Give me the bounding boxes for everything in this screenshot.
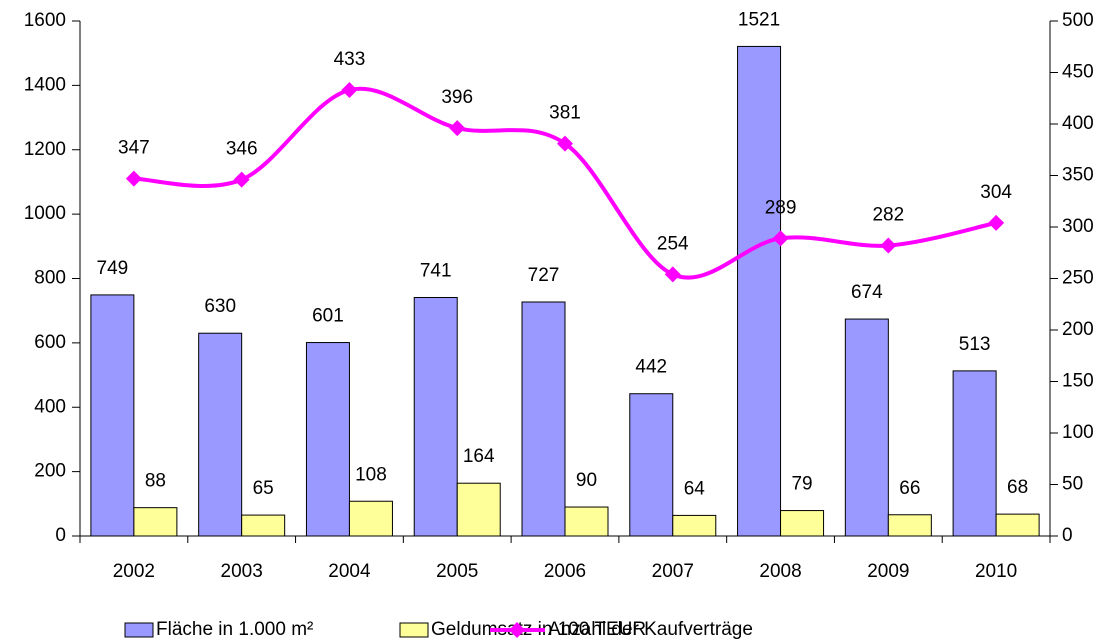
marker [664, 266, 681, 283]
marker [233, 171, 250, 188]
data-label: 254 [657, 233, 689, 254]
marker [125, 170, 142, 187]
bar [241, 514, 286, 537]
data-label: 727 [528, 265, 560, 286]
y-tick-label: 1200 [24, 139, 66, 160]
y2-tick-label: 50 [1062, 474, 1083, 495]
data-label: 304 [980, 182, 1012, 203]
x-tick-label: 2003 [221, 561, 263, 582]
data-label: 1521 [738, 9, 780, 30]
data-label: 346 [226, 139, 258, 160]
data-label: 601 [312, 306, 344, 327]
bar [952, 370, 997, 537]
y2-tick-label: 150 [1062, 371, 1094, 392]
data-label: 79 [791, 474, 812, 495]
y2-tick-label: 200 [1062, 319, 1094, 340]
bar [564, 506, 609, 537]
y-tick-label: 400 [34, 396, 66, 417]
data-label: 64 [684, 478, 706, 499]
y-tick-label: 1400 [24, 74, 66, 95]
bar [737, 45, 782, 537]
y-tick-label: 1000 [24, 203, 66, 224]
data-label: 347 [118, 138, 150, 159]
x-tick-label: 2008 [759, 561, 801, 582]
bar [844, 318, 889, 537]
marker [449, 120, 466, 137]
bar [198, 332, 243, 537]
legend-marker [509, 622, 525, 638]
data-label: 741 [420, 261, 452, 282]
bar [90, 294, 135, 537]
x-tick-label: 2010 [975, 561, 1017, 582]
data-label: 65 [253, 478, 274, 499]
y2-tick-label: 350 [1062, 165, 1094, 186]
y2-tick-label: 450 [1062, 62, 1094, 83]
y2-tick-label: 400 [1062, 113, 1094, 134]
marker [988, 214, 1005, 231]
y-tick-label: 600 [34, 332, 66, 353]
x-tick-label: 2005 [436, 561, 478, 582]
legend-swatch [124, 622, 154, 638]
data-label: 749 [97, 258, 129, 279]
y-tick-label: 0 [55, 525, 66, 546]
legend-label: Anzahl der Kaufverträge [548, 619, 753, 640]
data-label: 88 [145, 471, 166, 492]
bar [672, 514, 717, 537]
data-label: 289 [765, 197, 797, 218]
y-tick-label: 200 [34, 461, 66, 482]
data-label: 381 [549, 103, 581, 124]
bar [887, 514, 932, 537]
data-label: 66 [899, 478, 920, 499]
x-tick-label: 2009 [867, 561, 909, 582]
legend-label: Fläche in 1.000 m² [156, 619, 313, 640]
marker [880, 237, 897, 254]
data-label: 68 [1007, 477, 1028, 498]
y2-tick-label: 250 [1062, 268, 1094, 289]
data-label: 513 [959, 334, 991, 355]
bar [780, 510, 825, 537]
bar [413, 296, 458, 537]
data-label: 282 [872, 205, 904, 226]
data-label: 396 [441, 87, 473, 108]
data-label: 674 [851, 282, 883, 303]
bar [133, 507, 178, 537]
bar [629, 393, 674, 537]
y2-tick-label: 500 [1062, 10, 1094, 31]
y-tick-label: 1600 [24, 10, 66, 31]
marker [772, 230, 789, 247]
data-label: 164 [463, 446, 495, 467]
data-label: 90 [576, 470, 597, 491]
bar [305, 342, 350, 537]
x-tick-label: 2004 [328, 561, 371, 582]
bar [348, 500, 393, 537]
y-tick-label: 800 [34, 268, 66, 289]
x-tick-label: 2006 [544, 561, 586, 582]
data-label: 630 [204, 296, 236, 317]
data-label: 433 [334, 49, 366, 70]
x-tick-label: 2002 [113, 561, 155, 582]
y2-tick-label: 0 [1062, 525, 1073, 546]
x-tick-label: 2007 [652, 561, 694, 582]
legend-swatch [399, 622, 429, 638]
bar [456, 482, 501, 537]
y2-tick-label: 300 [1062, 216, 1094, 237]
marker [341, 82, 358, 99]
bar [995, 513, 1040, 537]
marker [557, 135, 573, 152]
data-label: 108 [355, 464, 387, 485]
data-label: 442 [635, 357, 667, 378]
y2-tick-label: 100 [1062, 422, 1094, 443]
bar [521, 301, 566, 537]
